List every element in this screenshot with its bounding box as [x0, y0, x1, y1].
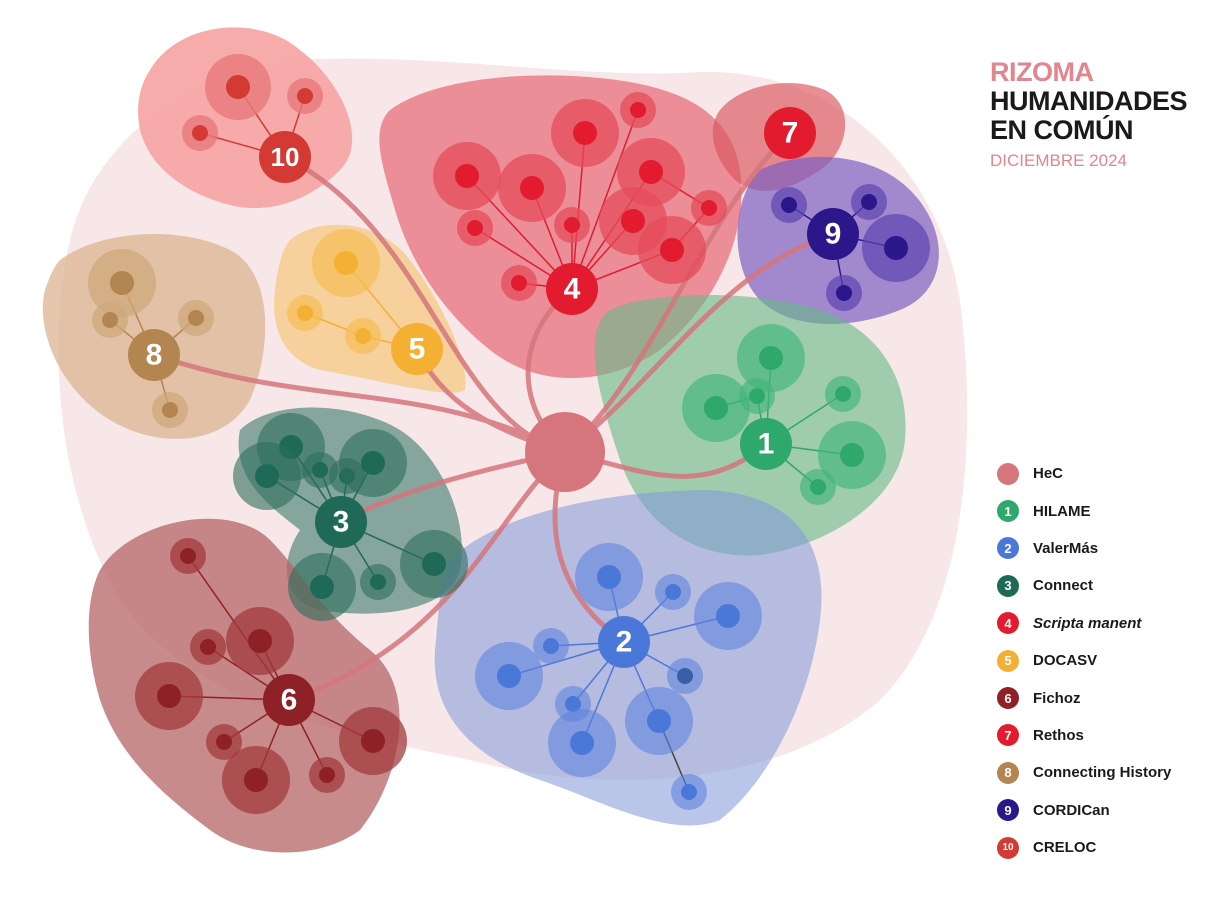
title-date: DICIEMBRE 2024 [990, 151, 1127, 170]
connector-hub-9 [562, 231, 836, 455]
hub-5-label: 5 [409, 333, 426, 366]
legend-label-10: CRELOC [1033, 839, 1097, 857]
hub-10: 10 [259, 131, 311, 183]
cluster-3 [233, 413, 468, 621]
legend-item-10: 10 CRELOC [997, 829, 1171, 866]
cluster-8 [88, 249, 214, 428]
legend-dot-7: 7 [997, 724, 1019, 747]
legend-label-3: Connect [1033, 577, 1093, 595]
legend-item-5: 5 DOCASV [997, 642, 1171, 679]
legend-item-3: 3 Connect [997, 567, 1171, 604]
cluster-9 [771, 184, 930, 311]
cluster-2 [475, 543, 762, 810]
legend-label-1: HILAME [1033, 502, 1091, 520]
hub-2: 2 [598, 616, 650, 668]
legend-item-7: 7 Rethos [997, 717, 1171, 754]
hub-9: 9 [807, 208, 859, 260]
connector-hub-7 [562, 130, 793, 455]
hub-8-label: 8 [146, 339, 163, 372]
rhizome-network-diagram: 1 2 3 4 5 6 7 8 9 10 [42, 27, 968, 853]
legend-label-2: ValerMás [1033, 539, 1099, 557]
legend-dot-8: 8 [997, 761, 1019, 784]
hub-9-label: 9 [825, 218, 842, 251]
legend-dot-1: 1 [997, 500, 1019, 523]
legend-label-hec: HeC [1033, 465, 1064, 483]
legend-label-9: CORDICan [1033, 801, 1110, 819]
title-line-3: EN COMÚN [990, 115, 1134, 145]
legend-dot-2: 2 [997, 537, 1019, 560]
legend-item-1: 1 HILAME [997, 492, 1171, 529]
hub-1-label: 1 [758, 428, 775, 461]
title-line-1: RIZOMA [990, 57, 1094, 87]
cluster-5 [287, 229, 418, 354]
hub-3: 3 [315, 496, 367, 548]
legend-dot-hec [997, 462, 1019, 485]
hub-5: 5 [391, 323, 443, 375]
hub-4: 4 [546, 263, 598, 315]
legend-dot-5: 5 [997, 649, 1019, 672]
legend-item-8: 8 Connecting History [997, 754, 1171, 791]
legend: HeC 1 HILAME 2 ValerMás 3 Connect 4 Scri… [997, 455, 1171, 866]
legend-dot-3: 3 [997, 574, 1019, 597]
legend-dot-9: 9 [997, 799, 1019, 822]
legend-label-5: DOCASV [1033, 652, 1098, 670]
cluster-6 [135, 538, 407, 814]
hub-6-label: 6 [281, 684, 298, 717]
legend-item-9: 9 CORDICan [997, 792, 1171, 829]
hub-10-label: 10 [271, 142, 300, 172]
legend-label-4: Scripta manent [1033, 614, 1142, 632]
hub-4-label: 4 [564, 273, 581, 306]
legend-dot-10: 10 [997, 836, 1019, 859]
cluster-1 [682, 324, 886, 505]
legend-item-2: 2 ValerMás [997, 530, 1171, 567]
legend-label-7: Rethos [1033, 726, 1084, 744]
legend-dot-4: 4 [997, 612, 1019, 635]
hub-1: 1 [740, 418, 792, 470]
hub-6: 6 [263, 674, 315, 726]
hub-2-label: 2 [616, 626, 633, 659]
hub-3-label: 3 [333, 506, 350, 539]
cluster-4 [433, 92, 727, 301]
title-line-2: HUMANIDADES [990, 86, 1188, 116]
legend-item-4: 4 Scripta manent [997, 605, 1171, 642]
legend-label-6: Fichoz [1033, 689, 1081, 707]
title-block: RIZOMA HUMANIDADES EN COMÚN DICIEMBRE 20… [990, 57, 1188, 171]
hub-7: 7 [764, 107, 816, 159]
connector-hub-8 [151, 352, 568, 455]
connector-hub-10 [282, 154, 568, 455]
hub-7-label: 7 [782, 117, 799, 150]
hub-8: 8 [128, 329, 180, 381]
legend-item-6: 6 Fichoz [997, 679, 1171, 716]
legend-label-8: Connecting History [1033, 764, 1172, 782]
legend-dot-6: 6 [997, 687, 1019, 710]
legend-item-hec: HeC [997, 455, 1171, 492]
center-hub-node [525, 412, 605, 492]
